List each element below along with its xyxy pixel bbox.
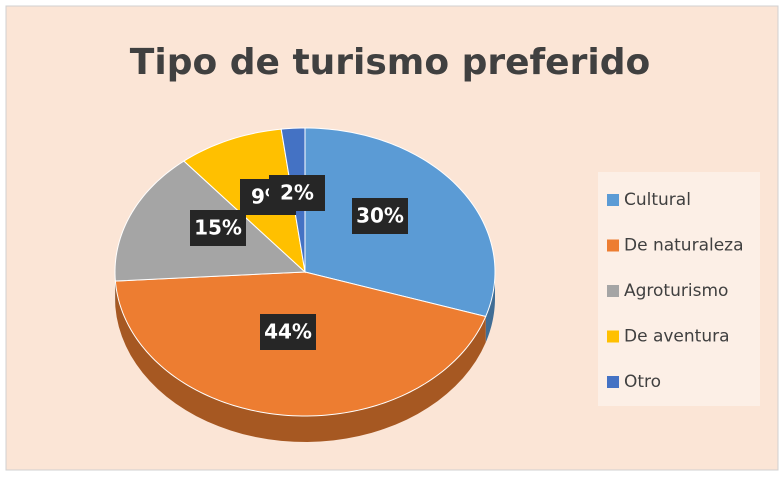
- data-label: 15%: [194, 216, 242, 240]
- data-label: 2%: [280, 181, 314, 205]
- legend-swatch: [607, 194, 619, 206]
- slice-side: [485, 272, 495, 343]
- chart-title: Tipo de turismo preferido: [130, 42, 650, 83]
- legend-label: De aventura: [624, 327, 730, 347]
- data-label-box: [352, 198, 408, 234]
- slice-side: [115, 281, 486, 442]
- legend-swatch: [607, 376, 619, 388]
- legend-swatch: [607, 330, 619, 343]
- legend-swatch: [607, 285, 619, 297]
- legend-label: De naturaleza: [624, 236, 744, 256]
- data-label-box: [190, 210, 246, 246]
- data-label: 30%: [356, 204, 404, 228]
- data-label: 44%: [264, 320, 312, 344]
- data-label-box: [260, 314, 316, 350]
- legend-label: Cultural: [624, 190, 691, 210]
- data-label-box: [269, 175, 325, 211]
- legend-box: [598, 172, 760, 406]
- legend-swatch: [607, 239, 619, 252]
- legend-label: Agroturismo: [624, 281, 728, 301]
- legend-label: Otro: [624, 372, 661, 392]
